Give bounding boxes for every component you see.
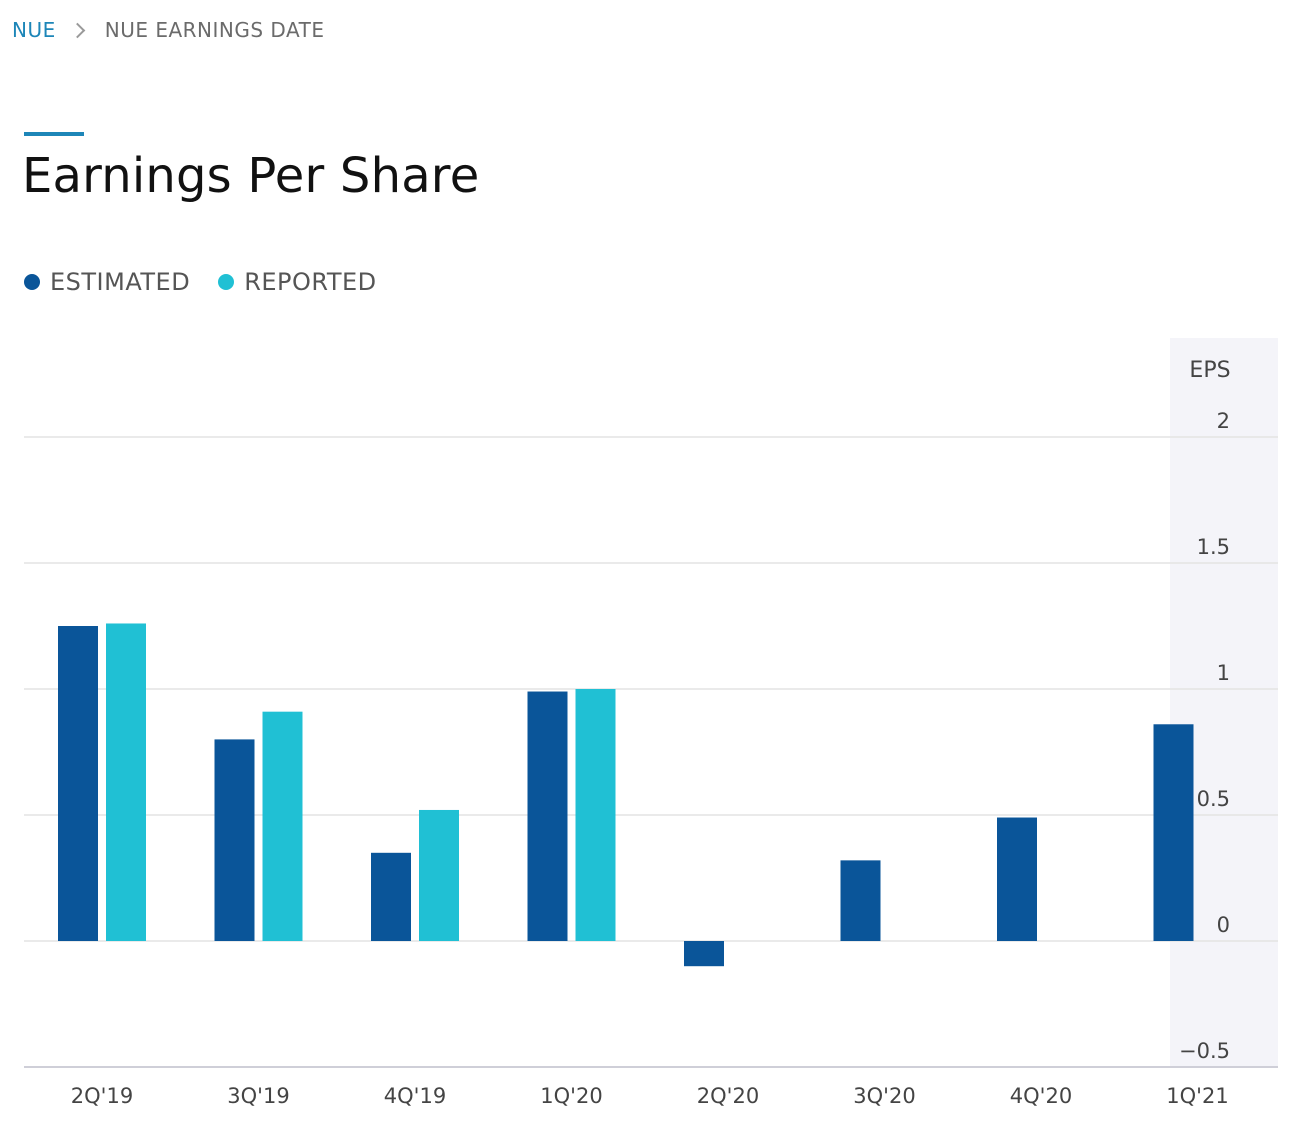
breadcrumb: NUE NUE EARNINGS DATE bbox=[12, 14, 324, 46]
bar-reported bbox=[575, 689, 616, 941]
x-tick-label: 4Q'19 bbox=[384, 1084, 446, 1108]
breadcrumb-link-nue[interactable]: NUE bbox=[12, 18, 56, 42]
bar-reported bbox=[419, 809, 459, 941]
bar-estimated bbox=[840, 860, 881, 941]
page-title: Earnings Per Share bbox=[22, 148, 480, 204]
legend-dot-estimated-icon bbox=[24, 274, 40, 290]
chevron-right-icon bbox=[69, 22, 86, 38]
bar-estimated bbox=[684, 941, 724, 967]
y-tick-label: −0.5 bbox=[1179, 1039, 1230, 1063]
legend-dot-reported-icon bbox=[218, 274, 235, 290]
x-tick-label: 1Q'20 bbox=[540, 1084, 602, 1108]
bar-estimated bbox=[214, 739, 255, 941]
bar-reported bbox=[262, 711, 303, 941]
bar-estimated bbox=[1153, 724, 1194, 941]
y-tick-label: 0.5 bbox=[1197, 787, 1230, 811]
bar-estimated bbox=[997, 817, 1037, 941]
legend-label-estimated: ESTIMATED bbox=[50, 268, 191, 296]
x-tick-label: 2Q'20 bbox=[697, 1084, 759, 1108]
y-axis-title: EPS bbox=[1189, 358, 1230, 383]
legend-label-reported: REPORTED bbox=[244, 268, 377, 296]
x-tick-label: 1Q'21 bbox=[1166, 1084, 1228, 1108]
legend-item-estimated[interactable]: ESTIMATED bbox=[24, 268, 190, 296]
bar-estimated bbox=[58, 626, 98, 941]
y-tick-label: 0 bbox=[1217, 913, 1230, 937]
y-axis-band bbox=[1170, 338, 1278, 1067]
y-tick-label: 1 bbox=[1217, 661, 1230, 685]
title-accent-bar bbox=[24, 132, 84, 136]
legend-item-reported[interactable]: REPORTED bbox=[218, 268, 376, 296]
breadcrumb-current: NUE EARNINGS DATE bbox=[104, 18, 325, 42]
y-tick-label: 1.5 bbox=[1197, 535, 1230, 559]
y-tick-label: 2 bbox=[1217, 409, 1230, 433]
x-tick-label: 4Q'20 bbox=[1010, 1084, 1072, 1108]
x-tick-label: 3Q'20 bbox=[853, 1084, 915, 1108]
bar-estimated bbox=[527, 691, 568, 941]
x-tick-label: 2Q'19 bbox=[71, 1084, 133, 1108]
eps-bar-chart: 2 1.5 1 0.5 0 −0.5 EPS 2Q'19 3Q'19 4Q'19 1Q'20 2Q'2… bbox=[24, 338, 1278, 1108]
bar-reported bbox=[106, 623, 146, 941]
chart-legend: ESTIMATED REPORTED bbox=[24, 268, 405, 296]
x-tick-label: 3Q'19 bbox=[227, 1084, 289, 1108]
bar-estimated bbox=[371, 852, 411, 941]
